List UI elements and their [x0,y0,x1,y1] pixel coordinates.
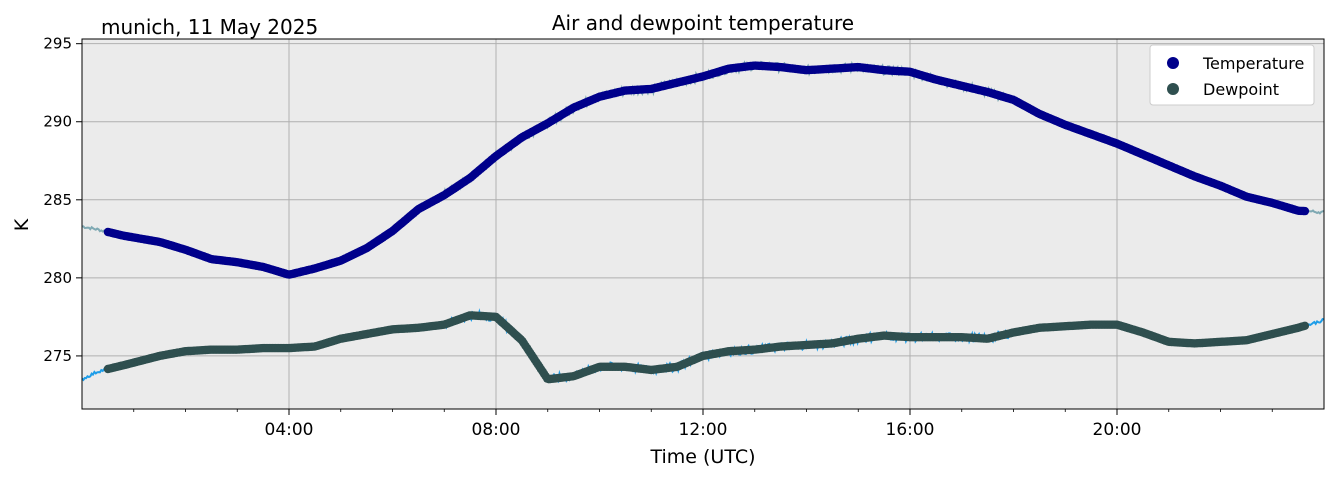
y-tick-label: 290 [43,113,72,131]
x-tick-label: 04:00 [265,420,314,440]
legend-label-dewpoint: Dewpoint [1203,80,1279,99]
series-dewpoint [103,311,1310,384]
series-temperature [103,61,1310,279]
point-dewpoint [1300,321,1310,330]
x-tick-label: 12:00 [679,420,728,440]
series-layer [81,60,1325,384]
y-axis-label: K [11,218,33,231]
y-tick-label: 280 [43,269,72,287]
axes: 04:00 08:00 12:00 16:00 20:00 275 280 285 290 295 [43,35,1273,440]
legend-frame [1149,44,1315,106]
x-tick-label: 16:00 [886,420,935,440]
chart-title: Air and dewpoint temperature [552,11,854,35]
point-temperature [1300,206,1310,216]
legend-marker-temperature [1167,57,1179,69]
legend: Temperature Dewpoint [1149,44,1315,106]
legend-label-temperature: Temperature [1202,54,1304,73]
chart-subtitle: munich, 11 May 2025 [101,15,318,39]
x-tick-label: 08:00 [472,420,521,440]
y-tick-label: 285 [43,191,72,209]
legend-marker-dewpoint [1167,83,1179,95]
y-tick-label: 295 [43,35,72,53]
y-tick-label: 275 [43,347,72,365]
x-tick-label: 20:00 [1093,420,1142,440]
x-axis-label: Time (UTC) [649,446,755,468]
